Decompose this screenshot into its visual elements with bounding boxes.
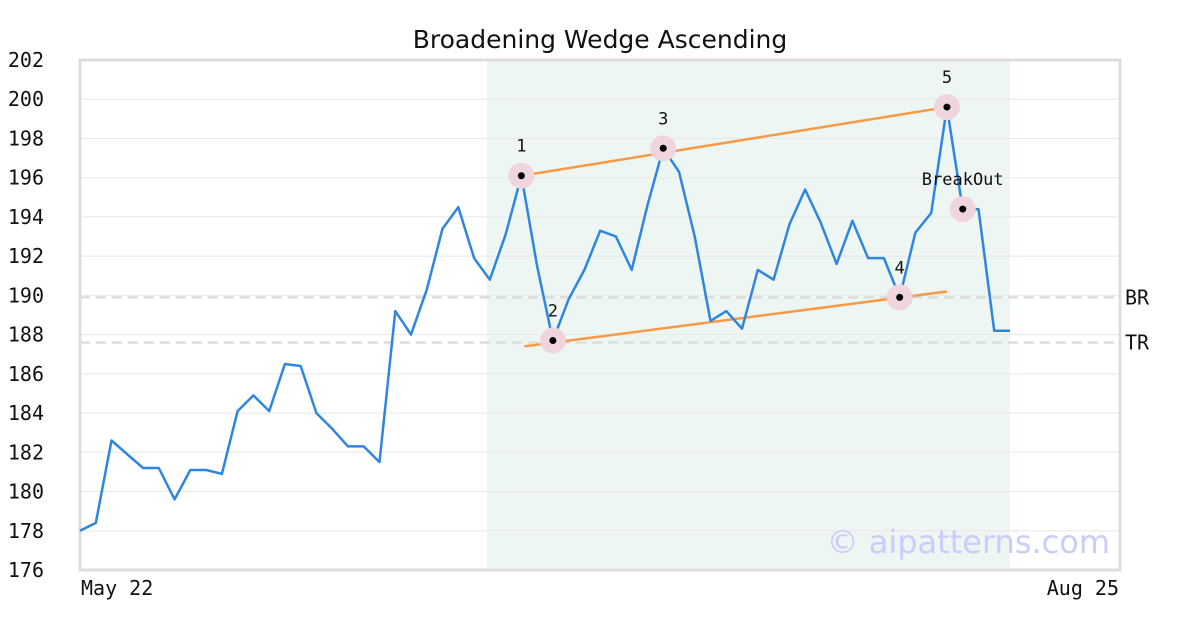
breakout-dot <box>959 205 967 213</box>
y-tick-label: 182 <box>8 440 44 464</box>
pivot-5-dot <box>943 103 951 111</box>
price-line <box>79 105 1010 532</box>
pivot-3-label: 3 <box>658 109 668 129</box>
y-tick-label: 200 <box>8 87 44 111</box>
y-tick-label: 184 <box>8 401 44 425</box>
x-tick-label: May 22 <box>81 576 153 600</box>
level-label-br: BR <box>1125 285 1150 309</box>
y-tick-label: 196 <box>8 166 44 190</box>
y-tick-label: 198 <box>8 126 44 150</box>
watermark: © aipatterns.com <box>827 523 1110 561</box>
y-tick-label: 188 <box>8 323 44 347</box>
pivot-2-label: 2 <box>548 302 558 322</box>
pivot-1-label: 1 <box>516 137 526 157</box>
pivot-1-dot <box>517 172 525 180</box>
pivot-2-dot <box>549 337 557 344</box>
y-tick-label: 178 <box>8 519 44 543</box>
y-tick-label: 186 <box>8 362 44 386</box>
chart-title: Broadening Wedge Ascending <box>413 25 788 54</box>
x-tick-label: Aug 25 <box>1047 576 1119 600</box>
pivot-5-label: 5 <box>942 68 952 88</box>
lower-trendline <box>524 290 948 348</box>
pivot-3-dot <box>659 144 667 152</box>
y-tick-label: 194 <box>8 205 44 229</box>
plot-frame <box>78 58 1122 572</box>
upper-trendline <box>521 105 948 177</box>
breakout-label: BreakOut <box>922 170 1004 190</box>
pivot-4-dot <box>896 293 904 301</box>
y-tick-label: 202 <box>8 48 44 72</box>
level-label-tr: TR <box>1125 330 1150 354</box>
y-tick-label: 180 <box>8 480 44 504</box>
y-tick-label: 176 <box>8 558 44 582</box>
pattern-shading <box>486 60 1010 570</box>
y-tick-label: 192 <box>8 244 44 268</box>
pivot-4-label: 4 <box>895 258 905 278</box>
y-tick-label: 190 <box>8 283 44 307</box>
